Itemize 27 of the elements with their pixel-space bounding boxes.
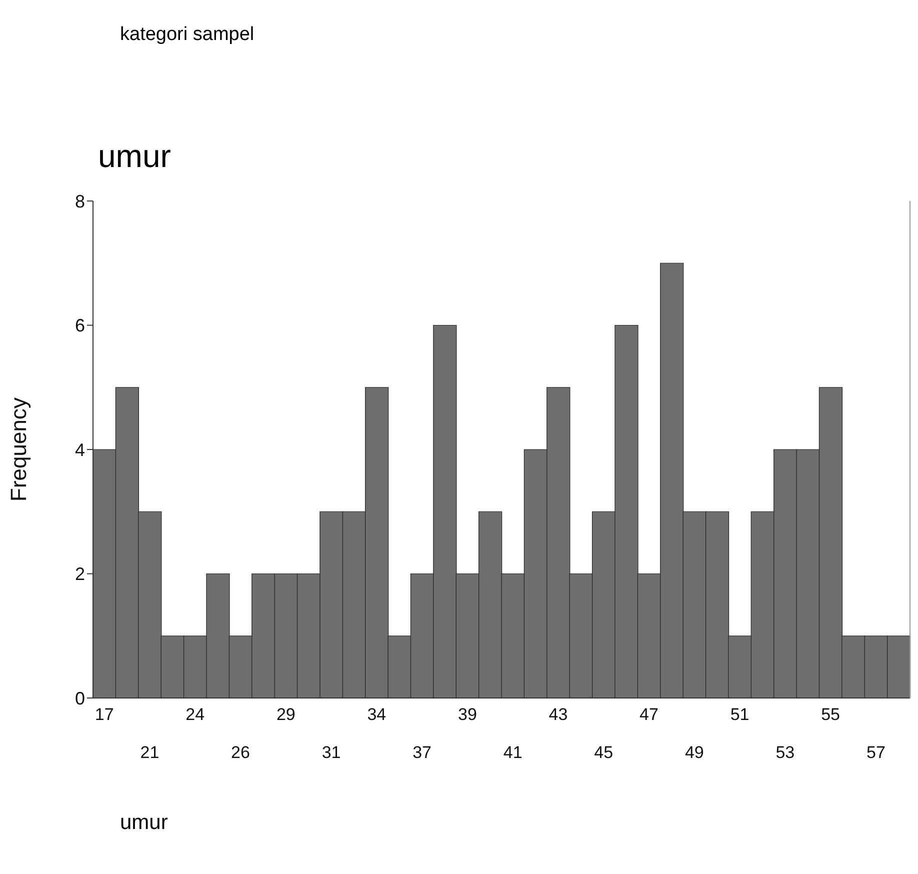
x-tick-label: 29 xyxy=(276,705,296,724)
x-tick-label: 17 xyxy=(94,705,114,724)
x-tick-label: 47 xyxy=(640,705,658,724)
x-tick-label: 51 xyxy=(730,705,750,724)
y-tick-label: 0 xyxy=(74,688,85,708)
y-tick-label: 2 xyxy=(74,564,85,584)
y-axis-title: Frequency xyxy=(6,398,31,502)
x-tick-label: 57 xyxy=(866,743,886,762)
y-tick-label: 6 xyxy=(74,316,85,336)
x-axis-title: umur xyxy=(120,811,168,835)
x-tick-label: 31 xyxy=(322,743,341,762)
x-tick-label: 39 xyxy=(458,705,477,724)
x-tick-label: 21 xyxy=(140,743,160,762)
x-tick-label: 34 xyxy=(367,705,386,724)
x-tick-label: 49 xyxy=(684,743,704,762)
x-tick-label: 26 xyxy=(231,743,250,762)
y-tick-label: 8 xyxy=(74,191,85,212)
x-tick-label: 43 xyxy=(548,705,568,724)
x-tick-label: 53 xyxy=(776,743,795,762)
x-tick-label: 45 xyxy=(594,743,614,762)
x-tick-label: 37 xyxy=(412,743,432,762)
x-tick-label: 41 xyxy=(503,743,522,762)
y-tick-label: 4 xyxy=(74,440,85,460)
x-tick-label: 55 xyxy=(821,705,840,724)
chart-title: umur xyxy=(98,138,171,175)
text: kategori sampel xyxy=(120,24,254,46)
x-tick-label: 24 xyxy=(186,705,205,724)
